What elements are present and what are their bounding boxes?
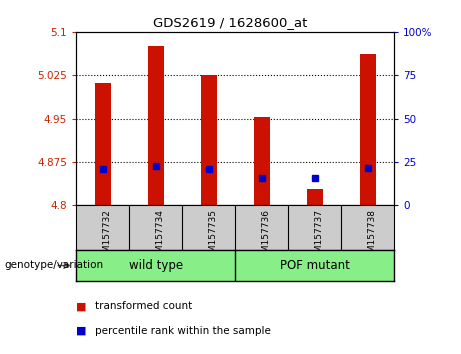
Text: GSM157737: GSM157737 [314, 209, 324, 264]
Text: GSM157735: GSM157735 [208, 209, 218, 264]
Bar [201, 75, 217, 205]
Bar [95, 83, 111, 205]
Bar [360, 54, 376, 205]
Bar [307, 189, 323, 205]
Text: GSM157736: GSM157736 [262, 209, 271, 264]
Text: GSM157738: GSM157738 [368, 209, 377, 264]
Text: GSM157734: GSM157734 [156, 209, 165, 264]
Text: POF mutant: POF mutant [280, 259, 349, 272]
Text: genotype/variation: genotype/variation [5, 261, 104, 270]
Text: GSM157732: GSM157732 [102, 209, 112, 264]
Text: ■: ■ [76, 326, 87, 336]
Text: ■: ■ [76, 301, 87, 311]
Text: wild type: wild type [129, 259, 183, 272]
Text: transformed count: transformed count [95, 301, 192, 311]
Bar [148, 46, 164, 205]
Bar [254, 118, 270, 205]
Text: GDS2619 / 1628600_at: GDS2619 / 1628600_at [154, 16, 307, 29]
Text: percentile rank within the sample: percentile rank within the sample [95, 326, 271, 336]
